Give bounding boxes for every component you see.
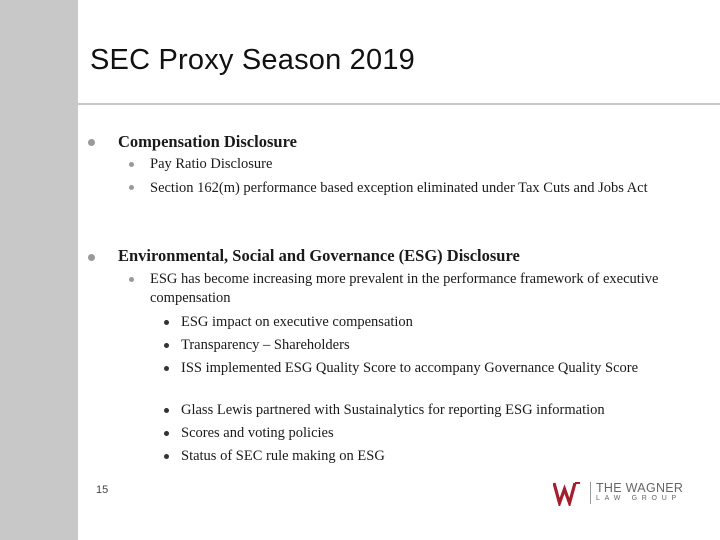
- bullet-icon: [164, 408, 169, 413]
- bullet-icon: [129, 277, 134, 282]
- slide-title: SEC Proxy Season 2019: [90, 44, 415, 76]
- bullet-icon: [164, 366, 169, 371]
- sub-list-item: Transparency – Shareholders: [181, 337, 350, 353]
- bullet-icon: [164, 320, 169, 325]
- bullet-icon: [88, 254, 95, 261]
- section-heading-compensation: Compensation Disclosure: [118, 132, 297, 151]
- section-heading-esg: Environmental, Social and Governance (ES…: [118, 246, 520, 265]
- wagner-law-group-logo: THE WAGNER LAW GROUP: [553, 480, 688, 506]
- w-monogram-icon: [553, 482, 580, 506]
- title-divider: [78, 103, 720, 105]
- bullet-icon: [129, 185, 134, 190]
- list-item: Section 162(m) performance based excepti…: [150, 180, 648, 196]
- list-item: Pay Ratio Disclosure: [150, 156, 273, 172]
- logo-subtitle: LAW GROUP: [596, 495, 681, 502]
- bullet-icon: [164, 431, 169, 436]
- left-accent-bar: [0, 0, 78, 540]
- logo-divider: [590, 482, 591, 504]
- logo-name: THE WAGNER: [596, 481, 684, 495]
- sub-list-item: Glass Lewis partnered with Sustainalytic…: [181, 402, 605, 418]
- bullet-icon: [129, 162, 134, 167]
- page-number: 15: [96, 484, 109, 496]
- sub-list-item: ISS implemented ESG Quality Score to acc…: [181, 360, 639, 376]
- sub-list-item: Scores and voting policies: [181, 425, 334, 441]
- sub-list-item: ESG impact on executive compensation: [181, 314, 413, 330]
- bullet-icon: [164, 454, 169, 459]
- list-item: ESG has become increasing more prevalent…: [150, 271, 659, 306]
- bullet-icon: [88, 139, 95, 146]
- sub-list-item: Status of SEC rule making on ESG: [181, 448, 385, 464]
- bullet-icon: [164, 343, 169, 348]
